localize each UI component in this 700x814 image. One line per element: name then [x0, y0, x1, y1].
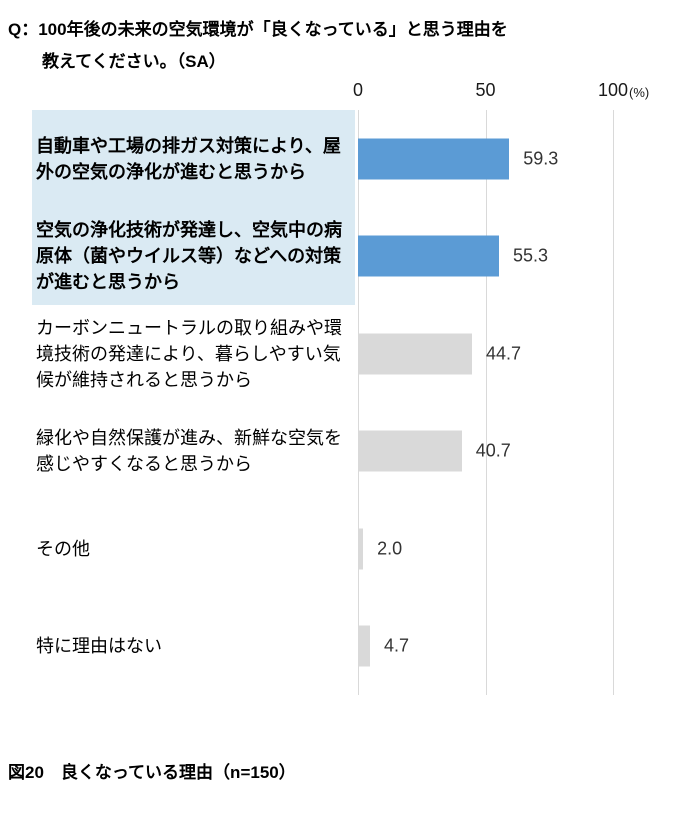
bar: [358, 235, 499, 277]
x-axis-unit-label: (%): [629, 85, 650, 100]
value-label: 55.3: [513, 245, 549, 266]
row-plot-area: 2.0: [358, 500, 613, 598]
category-label: 自動車や工場の排ガス対策により、屋外の空気の浄化が進むと思うから: [36, 135, 341, 182]
chart-plot-area: 自動車や工場の排ガス対策により、屋外の空気の浄化が進むと思うから 59.3 空気の浄…: [32, 110, 682, 695]
bar: [358, 625, 370, 667]
category-highlight-background: [32, 110, 355, 305]
bar-chart: 0 50 100 (%) 自動車や工場の排ガス対策により、屋外の空気の浄化が進むと思…: [32, 80, 682, 695]
bar: [358, 333, 472, 375]
bar: [358, 430, 462, 472]
value-label: 40.7: [475, 440, 511, 461]
bar: [358, 138, 510, 180]
question-title-line1: Q：100年後の未来の空気環境が「良くなっている」と思う理由を: [8, 20, 508, 39]
row-plot-area: 4.7: [358, 598, 613, 696]
value-label: 44.7: [485, 343, 522, 364]
chart-row: その他 2.0: [32, 500, 682, 598]
bar: [358, 528, 364, 570]
chart-row: 自動車や工場の排ガス対策により、屋外の空気の浄化が進むと思うから 59.3: [32, 110, 682, 208]
row-plot-area: 40.7: [358, 403, 613, 501]
row-plot-area: 55.3: [358, 208, 613, 306]
gridline: [613, 110, 614, 695]
chart-row: 緑化や自然保護が進み、新鮮な空気を感じやすくなると思うから 40.7: [32, 403, 682, 501]
survey-chart-page: Q：100年後の未来の空気環境が「良くなっている」と思う理由を 教えてください。…: [8, 14, 700, 695]
x-axis-tick-label: 100: [597, 80, 629, 100]
category-label: カーボンニュートラルの取り組みや環境技術の発達により、暮らしやすい気候が維持され…: [36, 317, 342, 390]
figure-caption: 図20 良くなっている理由（n=150）: [8, 763, 296, 782]
chart-row: 特に理由はない 4.7: [32, 598, 682, 696]
x-axis-tick-label: 0: [352, 80, 364, 100]
row-plot-area: 44.7: [358, 305, 613, 403]
gridline: [358, 110, 359, 695]
gridlines: [358, 110, 614, 695]
value-label: 2.0: [377, 538, 403, 559]
category-label: 特に理由はない: [36, 636, 162, 657]
chart-row: カーボンニュートラルの取り組みや環境技術の発達により、暮らしやすい気候が維持され…: [32, 305, 682, 403]
x-axis: 0 50 100 (%): [32, 80, 682, 110]
gridline: [485, 110, 487, 695]
value-label: 59.3: [523, 148, 559, 169]
category-label: 空気の浄化技術が発達し、空気中の病原体（菌やウイルス等）などへの対策が進むと思う…: [36, 220, 342, 293]
row-plot-area: 59.3: [358, 110, 613, 208]
x-axis-tick-label: 50: [475, 80, 496, 100]
question-title-line2: 教えてください。（SA）: [42, 52, 226, 71]
value-label: 4.7: [383, 635, 410, 656]
chart-rows: 自動車や工場の排ガス対策により、屋外の空気の浄化が進むと思うから 59.3 空気の浄…: [32, 110, 682, 695]
question-title: Q：100年後の未来の空気環境が「良くなっている」と思う理由を 教えてください。…: [8, 14, 700, 78]
category-label: 緑化や自然保護が進み、新鮮な空気を感じやすくなると思うから: [36, 428, 342, 475]
x-axis-ticks: 0 50 100: [353, 80, 628, 110]
chart-row: 空気の浄化技術が発達し、空気中の病原体（菌やウイルス等）などへの対策が進むと思う…: [32, 208, 682, 306]
category-label: その他: [36, 538, 90, 559]
